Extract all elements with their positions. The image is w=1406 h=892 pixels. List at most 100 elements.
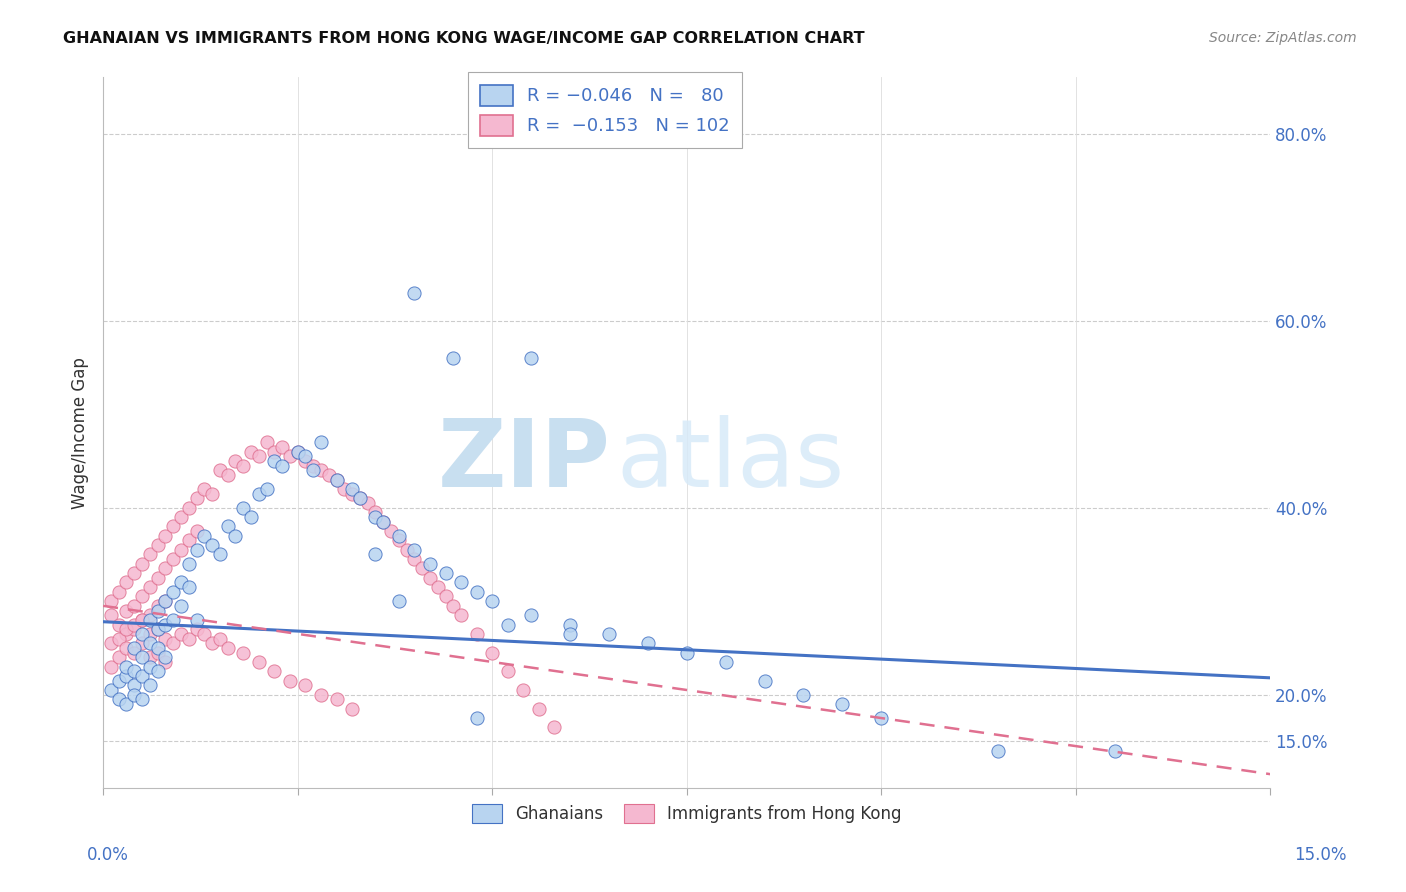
Point (481, 646, 503, 660)
Point (388, 529, 411, 543)
Point (139, 608, 162, 623)
Point (271, 458, 294, 473)
Point (512, 683, 534, 698)
Point (543, 720, 565, 734)
Point (714, 655, 737, 669)
Text: 15.0%: 15.0% (1295, 846, 1347, 863)
Point (139, 650, 162, 665)
Point (247, 655, 270, 669)
Point (162, 636, 184, 650)
Point (155, 594, 177, 608)
Point (131, 636, 153, 650)
Point (155, 529, 177, 543)
Point (162, 613, 184, 627)
Point (263, 665, 285, 679)
Point (388, 533, 411, 548)
Point (263, 444, 285, 458)
Point (232, 458, 254, 473)
Point (115, 575, 138, 590)
Point (155, 561, 177, 575)
Point (146, 640, 169, 655)
Point (122, 622, 145, 636)
Point (256, 435, 278, 450)
Point (139, 678, 162, 692)
Point (122, 688, 145, 702)
Point (302, 458, 325, 473)
Point (224, 529, 246, 543)
Text: atlas: atlas (617, 416, 845, 508)
Point (450, 575, 472, 590)
Point (177, 533, 200, 548)
Point (388, 594, 411, 608)
Point (186, 491, 208, 506)
Point (139, 636, 162, 650)
Point (107, 692, 129, 706)
Point (146, 571, 169, 585)
Point (208, 548, 231, 562)
Point (395, 542, 418, 557)
Point (373, 515, 395, 529)
Point (217, 467, 239, 482)
Point (1104, 744, 1126, 758)
Point (870, 711, 893, 725)
Point (263, 454, 285, 468)
Point (170, 627, 193, 641)
Point (419, 557, 441, 571)
Point (240, 444, 263, 458)
Point (162, 519, 184, 533)
Point (294, 454, 316, 468)
Text: Source: ZipAtlas.com: Source: ZipAtlas.com (1209, 31, 1357, 45)
Point (146, 622, 169, 636)
Point (162, 552, 184, 566)
Point (256, 482, 278, 496)
Point (232, 500, 254, 515)
Point (278, 673, 301, 688)
Point (309, 463, 332, 477)
Point (115, 659, 138, 673)
Point (131, 650, 153, 665)
Point (193, 627, 215, 641)
Point (201, 486, 224, 500)
Point (115, 603, 138, 617)
Point (139, 548, 162, 562)
Point (294, 449, 316, 463)
Point (170, 510, 193, 524)
Point (170, 575, 193, 590)
Point (247, 486, 270, 500)
Point (340, 486, 363, 500)
Point (792, 688, 814, 702)
Point (115, 622, 138, 636)
Point (357, 496, 380, 510)
Point (349, 491, 371, 506)
Point (139, 659, 162, 673)
Point (325, 473, 347, 487)
Point (139, 580, 162, 594)
Point (426, 580, 449, 594)
Point (146, 646, 169, 660)
Point (170, 599, 193, 613)
Point (155, 632, 177, 646)
Point (115, 640, 138, 655)
Point (318, 467, 340, 482)
Point (380, 524, 402, 538)
Point (186, 524, 208, 538)
Point (340, 702, 363, 716)
Point (481, 594, 503, 608)
Point (598, 627, 620, 641)
Point (100, 608, 122, 623)
Point (496, 617, 519, 632)
Point (527, 702, 550, 716)
Point (131, 613, 153, 627)
Point (520, 608, 543, 623)
Point (294, 678, 316, 692)
Point (754, 673, 776, 688)
Point (404, 542, 426, 557)
Point (411, 561, 433, 575)
Point (309, 435, 332, 450)
Point (309, 688, 332, 702)
Point (232, 646, 254, 660)
Point (465, 584, 488, 599)
Point (122, 665, 145, 679)
Point (155, 655, 177, 669)
Point (122, 646, 145, 660)
